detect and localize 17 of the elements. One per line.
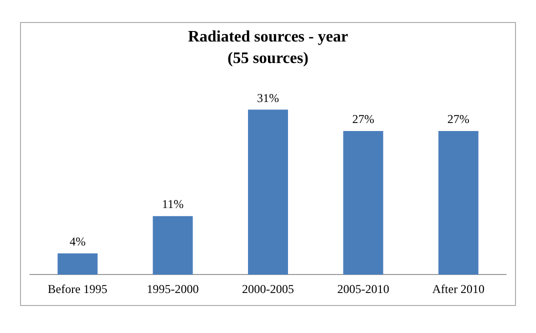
x-tick-label: Before 1995	[48, 282, 108, 296]
data-label: 31%	[257, 90, 279, 105]
data-label: 27%	[352, 112, 374, 126]
bar	[58, 253, 98, 275]
data-label: 4%	[70, 234, 86, 248]
x-tick-label: After 2010	[432, 282, 485, 296]
x-tick-label: 2000-2005	[242, 282, 294, 296]
bar	[343, 130, 384, 275]
x-tick-label: 2005-2010	[337, 282, 390, 296]
chart-subtitle: (55 sources)	[227, 50, 309, 67]
chart-title: Radiated sources - year	[188, 28, 348, 46]
data-label: 27%	[447, 112, 470, 126]
bar	[248, 110, 288, 275]
bar	[438, 130, 478, 275]
data-label: 11%	[162, 197, 184, 212]
bar	[152, 216, 193, 275]
x-tick-label: 1995-2000	[146, 282, 199, 296]
